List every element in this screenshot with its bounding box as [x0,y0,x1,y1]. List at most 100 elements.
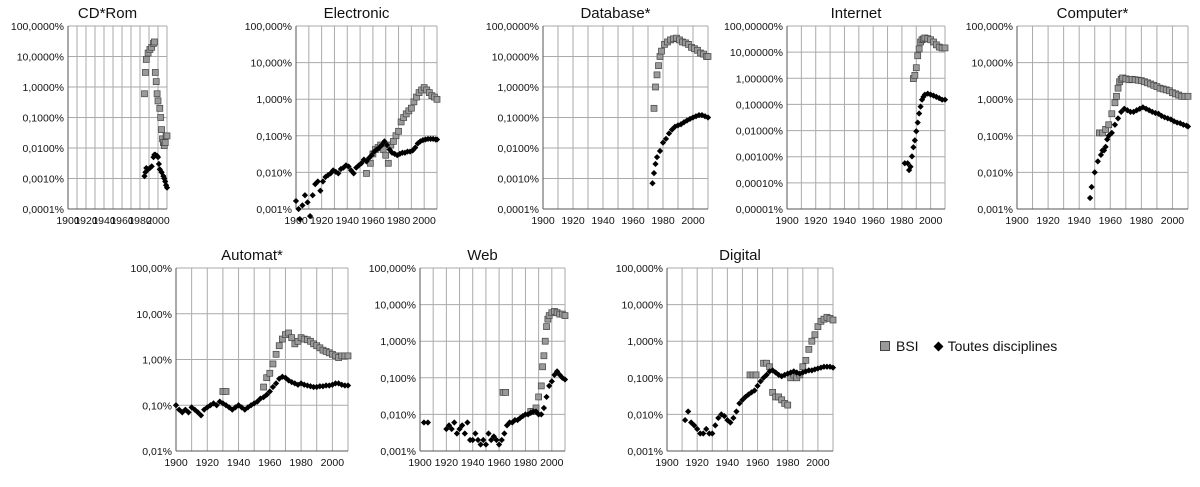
bsi-point [269,360,277,368]
bsi-point [363,170,370,177]
y-tick-label: 100,000% [616,263,663,275]
x-tick-label: 1900 [284,215,308,227]
y-tick-label: 0,100% [627,373,663,385]
x-tick-label: 2000 [413,215,437,227]
toutes-point [154,154,162,161]
x-tick-label: 1940 [716,457,740,469]
bsi-point [799,363,807,371]
toutes-point [266,388,273,395]
chart-panel-6: Web 100,000% 10,000% 1,000% 0,100% 0,010% 0,00… [369,247,569,469]
y-tick-label: 100,0000% [11,21,64,33]
toutes-point [272,380,280,387]
x-tick-label: 1980 [651,215,675,227]
series-bsi [1096,74,1192,137]
bsi-point [158,126,165,133]
bsi-point [154,97,162,105]
x-tick-label: 2000 [1161,215,1185,227]
y-tick-label: 0,00010% [736,178,783,190]
toutes-point [498,436,505,444]
x-tick-label: 1960 [1099,215,1123,227]
toutes-point [540,404,548,412]
x-tick-label: 1900 [408,457,432,469]
y-tick-label: 10,000% [251,58,292,70]
toutes-point [1094,158,1101,165]
x-tick-label: 1980 [514,457,538,469]
x-tick-label: 1960 [621,215,645,227]
bsi-point [802,356,810,364]
bsi-point [658,47,665,55]
chart-panel-2: Database* 100,0000% 10,0000% 1,0000% 0,1000%… [486,5,712,227]
bsi-point [1114,84,1122,92]
chart-panel-5: Automat* 100,00% 10,00% 1,00% 0,10% 0,01%1900… [131,247,352,469]
bsi-point [161,139,169,146]
toutes-point [1184,123,1192,130]
toutes-point [914,119,921,126]
toutes-point [469,436,476,444]
toutes-point [459,422,466,429]
bsi-point [914,52,922,60]
y-tick-label: 1,000% [977,94,1013,106]
toutes-point [383,141,391,149]
y-tick-label: 0,001% [256,204,292,216]
x-tick-label: 1960 [746,457,770,469]
x-tick-label: 2000 [806,457,830,469]
y-tick-label: 100,00000% [724,21,783,33]
y-tick-label: 0,0010% [23,174,64,186]
bsi-point [911,71,919,79]
y-tick-label: 0,100% [977,131,1013,143]
y-tick-label: 0,001% [380,446,416,458]
y-tick-label: 1,0000% [23,82,64,94]
toutes-point [155,160,163,168]
x-tick-label: 1920 [561,215,585,227]
y-tick-label: 0,010% [627,409,663,421]
bsi-point [1184,92,1192,100]
x-tick-label: 2000 [146,215,170,227]
toutes-point [757,378,764,385]
bsi-point [811,331,819,339]
series-bsi [650,34,712,112]
toutes-point [543,393,550,401]
toutes-point [474,436,482,444]
x-tick-label: 1960 [361,215,385,227]
series-bsi [141,38,171,149]
y-tick-label: 0,01000% [736,126,783,138]
y-tick-label: 100,0000% [486,21,539,33]
toutes-point [650,170,658,177]
bsi-point [141,90,148,98]
x-tick-label: 2000 [681,215,705,227]
x-tick-label: 1900 [164,457,188,469]
toutes-point [538,411,545,418]
x-tick-label: 1920 [686,457,710,469]
y-tick-label: 0,001% [627,446,663,458]
toutes-point [908,153,916,160]
chart-title: Database* [580,5,650,22]
toutes-point [197,412,205,419]
toutes-point [453,430,461,437]
toutes-point [911,137,918,144]
bsi-point [142,69,149,76]
bsi-point [153,90,161,98]
y-tick-label: 1,0000% [498,82,539,94]
bsi-point [152,78,160,85]
bsi-point [561,312,569,319]
bsi-point [502,389,510,396]
bsi-point [1108,110,1116,118]
toutes-point [163,184,171,191]
bsi-point [272,350,280,358]
toutes-point [653,154,661,161]
bsi-point [151,38,158,46]
toutes-point [730,414,737,422]
bsi-point [653,71,661,79]
toutes-point [754,382,761,390]
bsi-point [539,363,546,371]
x-tick-label: 1940 [92,215,116,227]
x-tick-label: 1940 [461,457,485,469]
chart-panel-4: Computer* 100,000% 10,000% 1,000% 0,100% 0,01… [966,5,1192,227]
x-tick-label: 1900 [1005,215,1029,227]
toutes-point [733,408,740,415]
toutes-point [304,199,311,206]
y-tick-label: 10,000% [972,58,1013,70]
y-tick-label: 1,00000% [736,73,783,85]
bsi-point [704,53,712,60]
toutes-point [477,441,484,448]
